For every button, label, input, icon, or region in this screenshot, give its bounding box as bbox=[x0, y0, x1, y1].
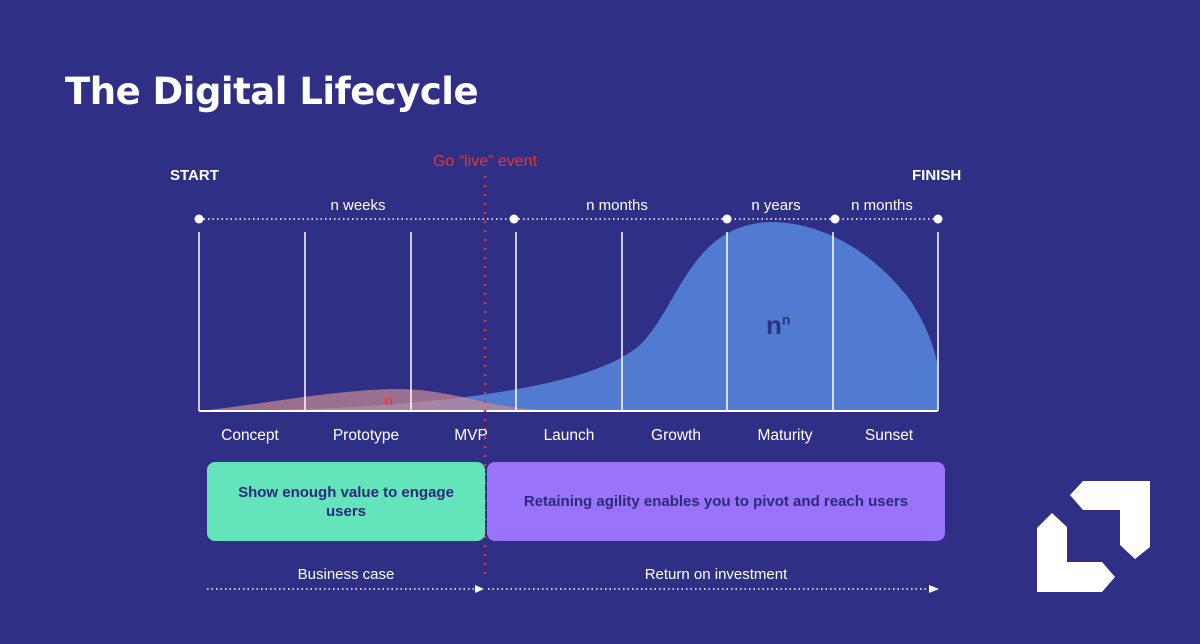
arrowhead-icon bbox=[929, 585, 939, 593]
stage-sunset: Sunset bbox=[864, 427, 914, 444]
finish-label: FINISH bbox=[912, 167, 962, 184]
mvp-curve-label: n bbox=[385, 392, 393, 408]
growth-curve bbox=[210, 222, 938, 411]
timeline-dot bbox=[194, 214, 204, 224]
timeline-dot bbox=[830, 214, 840, 224]
timeline-dots bbox=[194, 214, 943, 224]
duration-label: n months bbox=[851, 197, 913, 214]
timeline-dot bbox=[722, 214, 732, 224]
stage-dividers bbox=[198, 232, 939, 411]
stage-concept: Concept bbox=[221, 427, 279, 444]
growth-label-exponent: n bbox=[781, 311, 791, 328]
mvp-curve bbox=[199, 389, 560, 411]
duration-label: n months bbox=[586, 197, 648, 214]
engage-users-box: Show enough value to engage users bbox=[207, 462, 485, 541]
stage-maturity: Maturity bbox=[757, 427, 813, 444]
brand-logo-icon bbox=[1037, 481, 1150, 592]
start-label: START bbox=[170, 167, 219, 184]
agility-box: Retaining agility enables you to pivot a… bbox=[487, 462, 945, 541]
go-live-label: Go “live” event bbox=[432, 153, 538, 170]
timeline-dot bbox=[509, 214, 519, 224]
duration-label: n weeks bbox=[330, 197, 386, 214]
stage-prototype: Prototype bbox=[332, 427, 400, 444]
business-case-label: Business case bbox=[297, 566, 395, 583]
growth-curve-label: nn bbox=[766, 310, 790, 341]
growth-label-base: n bbox=[766, 310, 782, 340]
stage-growth: Growth bbox=[651, 427, 701, 444]
page-title: The Digital Lifecycle bbox=[65, 70, 479, 113]
arrowhead-icon bbox=[475, 585, 484, 593]
stage-launch: Launch bbox=[543, 427, 595, 444]
roi-label: Return on investment bbox=[644, 566, 788, 583]
timeline-dot bbox=[933, 214, 943, 224]
duration-label: n years bbox=[751, 197, 801, 214]
stage-mvp: MVP bbox=[454, 427, 488, 444]
